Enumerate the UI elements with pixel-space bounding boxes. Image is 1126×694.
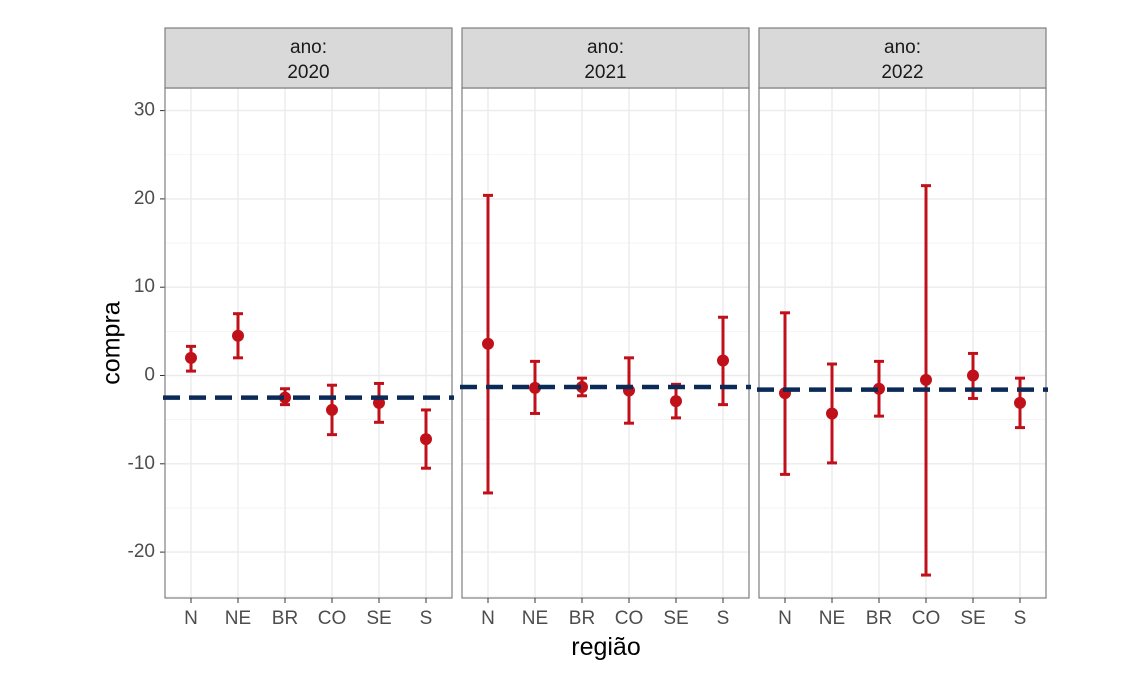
facet-strip-label-line1: ano: <box>884 37 921 58</box>
data-point-S <box>420 408 432 470</box>
x-tick-label: N <box>778 608 792 629</box>
x-tick-label: CO <box>912 608 941 629</box>
point-marker <box>482 337 494 350</box>
point-marker <box>920 373 932 386</box>
x-tick-label: SE <box>366 608 391 629</box>
data-point-N <box>482 193 494 495</box>
point-marker <box>670 395 682 408</box>
x-tick-label: CO <box>318 608 347 629</box>
panel-background <box>759 88 1046 598</box>
x-tick-label: BR <box>569 608 595 629</box>
y-tick-label: 20 <box>134 188 155 209</box>
data-point-CO <box>920 184 932 577</box>
x-tick-label: BR <box>866 608 892 629</box>
y-tick-label: 30 <box>134 100 155 121</box>
facet-strip-label-line2: 2020 <box>287 62 329 83</box>
x-tick-label: CO <box>615 608 644 629</box>
x-tick-label: N <box>184 608 198 629</box>
point-marker <box>576 380 588 393</box>
point-marker <box>420 433 432 446</box>
point-marker <box>185 351 197 364</box>
facet-strip <box>461 27 750 89</box>
data-point-N <box>185 344 197 373</box>
point-marker <box>326 403 338 416</box>
facet-panel-2022: ano: 2022 N NE BR CO SE S <box>758 27 1047 629</box>
y-axis-title: compra <box>98 301 126 384</box>
y-tick-label: -10 <box>128 453 155 474</box>
point-marker <box>1014 396 1026 409</box>
facet-strip-label-line2: 2021 <box>584 62 626 83</box>
x-tick-label: S <box>717 608 730 629</box>
x-tick-label: BR <box>272 608 298 629</box>
facet-panel-2021: ano: 2021 N NE BR CO SE S <box>461 27 750 629</box>
data-point-NE <box>529 359 541 415</box>
point-marker <box>717 354 729 367</box>
x-tick-label: N <box>481 608 495 629</box>
panel-background <box>462 88 749 598</box>
data-point-SE <box>670 382 682 420</box>
data-point-NE <box>232 312 244 360</box>
y-tick-label: -20 <box>128 541 155 562</box>
x-tick-label: NE <box>819 608 845 629</box>
data-point-S <box>1014 376 1026 430</box>
facet-strip <box>164 27 453 89</box>
data-point-BR <box>576 376 588 398</box>
facet-strip-label-line2: 2022 <box>881 62 923 83</box>
data-point-BR <box>279 387 291 407</box>
x-tick-label: S <box>1014 608 1027 629</box>
x-tick-label: NE <box>522 608 548 629</box>
facet-panel-2020: ano: 2020 N NE BR CO SE S <box>164 27 453 629</box>
point-marker <box>373 396 385 409</box>
data-point-CO <box>326 383 338 437</box>
x-tick-label: S <box>420 608 433 629</box>
y-tick-label: 0 <box>144 365 155 386</box>
data-point-NE <box>826 362 838 465</box>
point-marker <box>826 407 838 420</box>
facet-strip-label-line1: ano: <box>290 37 327 58</box>
facet-strip <box>758 27 1047 89</box>
point-marker <box>232 329 244 342</box>
point-marker <box>967 369 979 382</box>
panel-background <box>165 88 452 598</box>
x-axis-title: região <box>571 633 641 661</box>
data-point-S <box>717 315 729 407</box>
data-point-SE <box>373 381 385 424</box>
x-tick-label: NE <box>225 608 251 629</box>
point-marker <box>279 391 291 404</box>
facet-strip-label-line1: ano: <box>587 37 624 58</box>
x-tick-label: SE <box>960 608 985 629</box>
x-tick-label: SE <box>663 608 688 629</box>
y-tick-label: 10 <box>134 276 155 297</box>
